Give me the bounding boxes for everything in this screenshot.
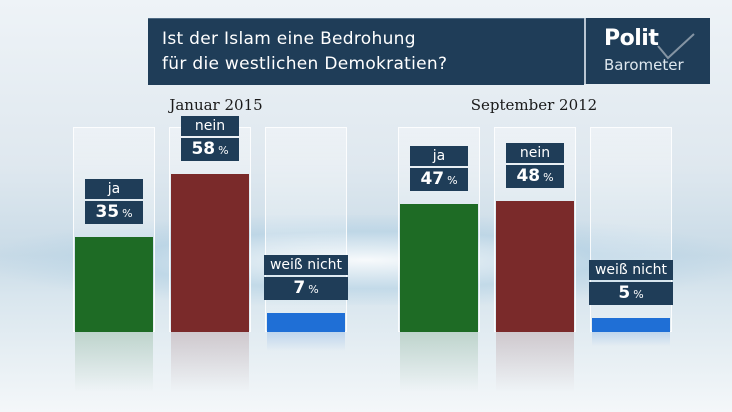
group-title-1: September 2012 (470, 96, 598, 114)
bar-label: weiß nicht (264, 255, 348, 275)
bar-label: nein (506, 143, 564, 163)
value-number: 5 (618, 283, 631, 303)
bar-label: nein (181, 116, 239, 136)
bar-frame (265, 127, 347, 332)
value-number: 48 (516, 166, 541, 186)
value-number: 7 (293, 278, 306, 298)
bar-label: ja (85, 179, 143, 199)
bar-ja (400, 204, 478, 332)
logo-separator (584, 18, 586, 84)
percent-sign: % (633, 288, 644, 301)
bar-reflection (267, 332, 345, 351)
percent-sign: % (308, 283, 319, 296)
bar-reflection (400, 332, 478, 392)
bar-value: 7% (264, 277, 348, 300)
value-number: 47 (420, 169, 445, 189)
bar-nein (171, 174, 249, 332)
percent-sign: % (122, 207, 133, 220)
bar-nein (496, 201, 574, 332)
bar-weiss_nicht (267, 313, 345, 332)
percent-sign: % (447, 174, 458, 187)
bar-value: 35% (85, 201, 143, 224)
bar-value: 47% (410, 168, 468, 191)
bar-value: 48% (506, 165, 564, 188)
bar-value: 58% (181, 138, 239, 161)
bar-label: weiß nicht (589, 260, 673, 280)
bar-label: ja (410, 146, 468, 166)
bar-weiss_nicht (592, 318, 670, 332)
logo-polit: Polit (604, 26, 659, 51)
question-title: Ist der Islam eine Bedrohung für die wes… (162, 29, 448, 74)
bar-reflection (171, 332, 249, 392)
percent-sign: % (543, 171, 554, 184)
bar-reflection (496, 332, 574, 392)
bar-value: 5% (589, 282, 673, 305)
politbarometer-logo: Polit Barometer (586, 18, 710, 84)
bar-ja (75, 237, 153, 332)
logo-barometer: Barometer (604, 56, 684, 74)
percent-sign: % (218, 144, 229, 157)
value-number: 35 (95, 202, 120, 222)
bar-reflection (592, 332, 670, 346)
question-header: Ist der Islam eine Bedrohung für die wes… (148, 18, 584, 85)
value-number: 58 (191, 139, 216, 159)
group-title-0: Januar 2015 (169, 96, 263, 114)
checkmark-icon (657, 33, 695, 60)
bar-reflection (75, 332, 153, 392)
